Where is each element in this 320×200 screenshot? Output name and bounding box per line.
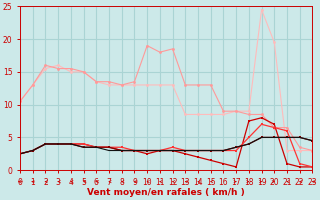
X-axis label: Vent moyen/en rafales ( km/h ): Vent moyen/en rafales ( km/h ): [87, 188, 245, 197]
